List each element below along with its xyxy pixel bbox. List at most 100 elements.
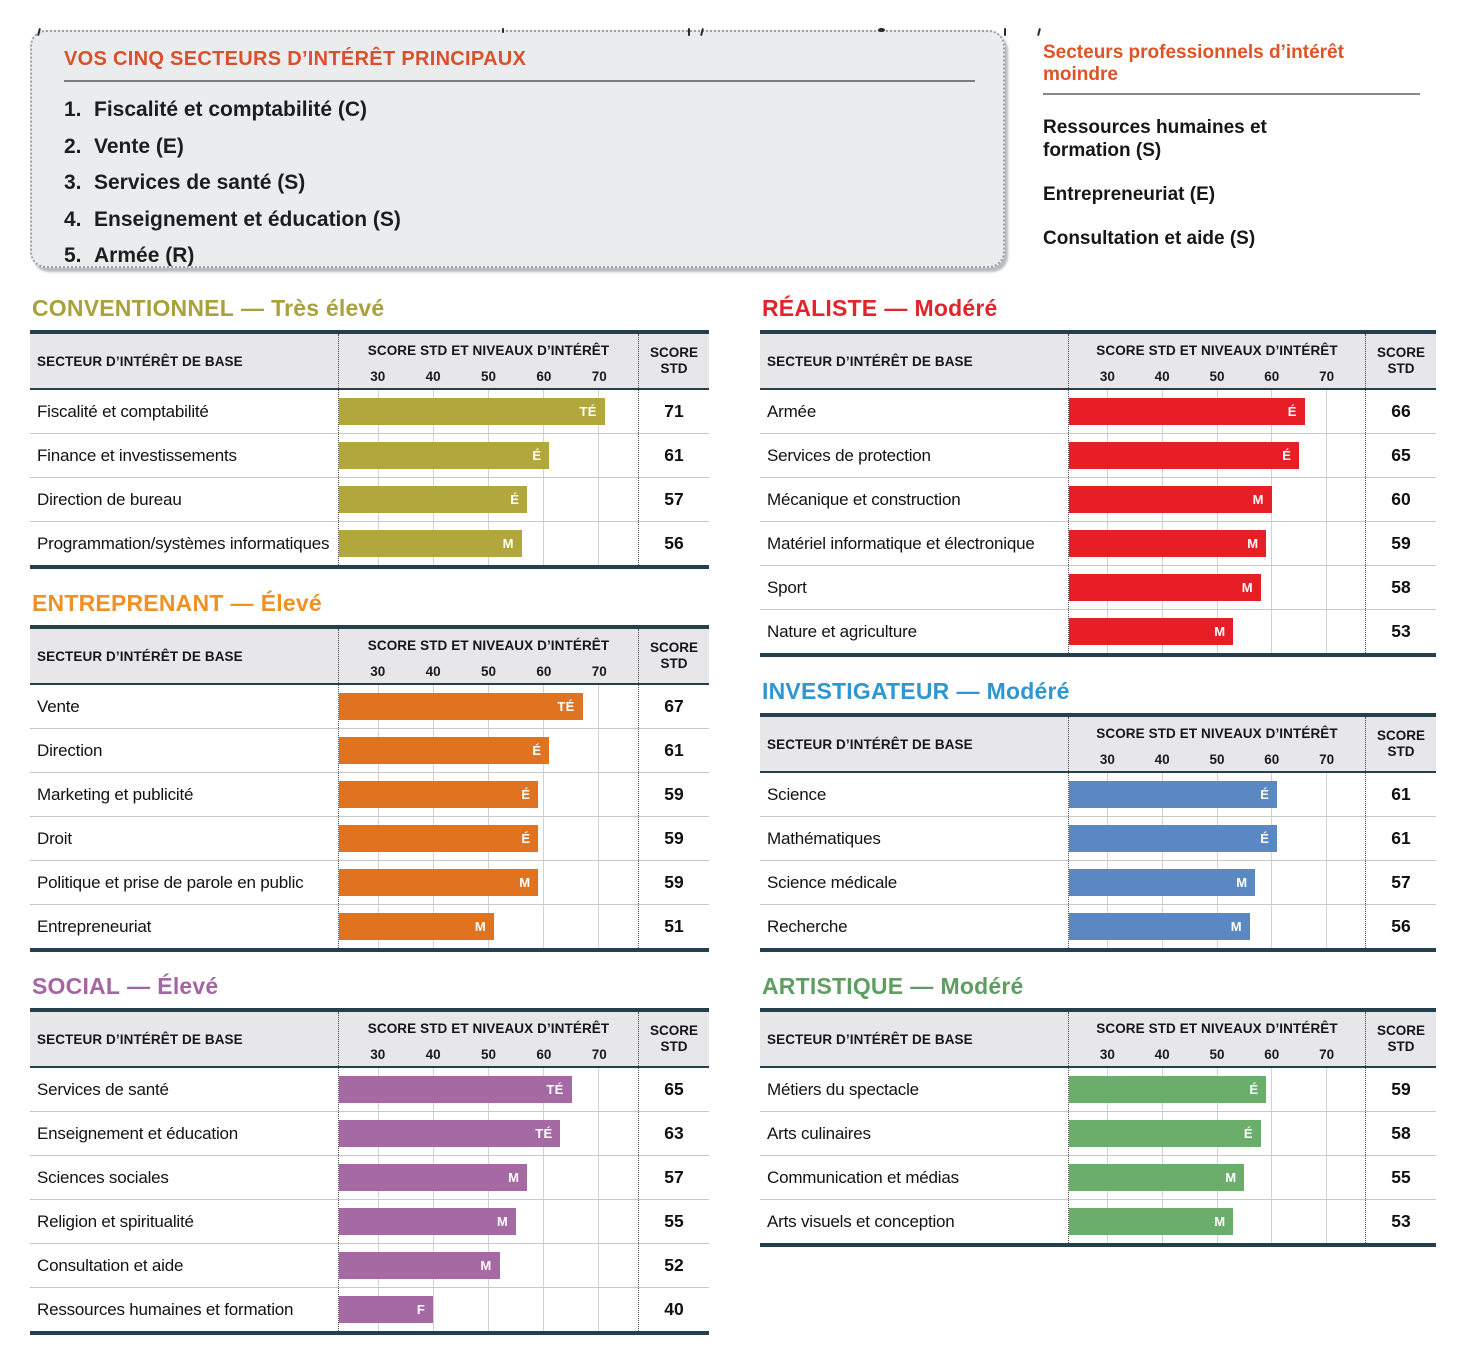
table-row: Science É 61 [760,773,1436,816]
score-header-line1: SCORE [649,344,698,360]
sector-label: Matériel informatique et électronique [767,533,1035,553]
sector-label: Services de protection [767,445,931,465]
table-body: Armée É 66 Services de protection É 65 M… [760,390,1436,653]
table-row: Enseignement et éducation TÉ 63 [30,1111,709,1155]
score-bar: M [339,1208,517,1235]
score-value: 61 [1391,828,1411,848]
section-name: INVESTIGATEUR [762,678,950,704]
sector-label: Sciences sociales [37,1167,169,1187]
section-level-label: Très élevé [271,295,385,321]
score-bar: M [1069,1208,1234,1235]
section-title: RÉALISTE — Modéré [762,295,1436,322]
score-header-line2: STD [1387,744,1415,759]
basic-interest-table: SECTEUR D’INTÉRÊT DE BASE SCORE STD ET N… [760,330,1436,657]
axis-tick-row: 30 40 50 60 70 [339,1047,638,1065]
column-header-score: SCORE STD [639,334,709,388]
lesser-interest-item: Ressources humaines et formation (S) [1043,117,1267,161]
bar-cell: É [1068,1068,1366,1111]
interest-level-code: M [1236,875,1248,890]
interest-level-code: M [519,875,531,890]
basic-interest-table: SECTEUR D’INTÉRÊT DE BASE SCORE STD ET N… [760,713,1436,952]
axis-tick-label: 50 [1209,369,1225,384]
interest-level-code: M [508,1170,520,1185]
bar-cell: M [1068,522,1366,565]
sector-label: Métiers du spectacle [767,1079,919,1099]
column-header-score: SCORE STD [639,1012,709,1066]
score-header-line1: SCORE [1376,1022,1425,1038]
score-bar: É [1069,1076,1267,1103]
score-value: 65 [1391,445,1411,465]
score-bar: É [1069,398,1305,425]
chart-column-title: SCORE STD ET NIVEAUX D’INTÉRÊT [367,343,610,358]
axis-tick-label: 40 [425,369,441,384]
score-header-line2: STD [660,656,688,671]
sector-label: Fiscalité et comptabilité [37,401,209,421]
bar-cell: M [1068,1200,1366,1243]
score-bar: É [1069,442,1300,469]
section-name: CONVENTIONNEL [32,295,234,321]
interest-level-code: É [1282,448,1292,463]
column-header-chart: SCORE STD ET NIVEAUX D’INTÉRÊT 30 40 50 60 7… [338,1012,639,1066]
sector-label: Arts visuels et conception [767,1211,955,1231]
item-number: 4. [64,207,82,231]
section-dash: — [884,295,908,321]
interest-level-code: M [497,1214,509,1229]
axis-tick-label: 70 [591,1047,607,1062]
axis-tick-label: 30 [1099,752,1115,767]
score-bar: É [339,442,550,469]
table-body: Fiscalité et comptabilité TÉ 71 Finance … [30,390,709,565]
axis-tick-label: 60 [536,369,552,384]
axis-tick-row: 30 40 50 60 70 [1069,1047,1365,1065]
axis-tick-label: 30 [370,369,386,384]
item-label: Armée (R) [94,244,195,267]
bar-cell: M [338,1200,639,1243]
sector-label: Consultation et aide [37,1255,184,1275]
score-value: 66 [1391,401,1411,421]
axis-tick-label: 60 [536,1047,552,1062]
item-number: 3. [64,171,82,194]
interest-section: CONVENTIONNEL — Très élevé SECTEUR D’INTÉR… [30,295,709,569]
axis-tick-label: 60 [1264,752,1280,767]
column-header-score: SCORE STD [1366,1012,1436,1066]
interest-level-code: É [1260,787,1270,802]
section-dash: — [910,973,934,999]
section-title: INVESTIGATEUR — Modéré [762,678,1436,705]
bar-cell: M [1068,905,1366,948]
interest-level-code: M [1214,1214,1226,1229]
column-header-chart: SCORE STD ET NIVEAUX D’INTÉRÊT 30 40 50 60 7… [1068,1012,1366,1066]
axis-tick-label: 60 [536,664,552,679]
score-bar: M [1069,530,1267,557]
sector-label: Religion et spiritualité [37,1211,194,1231]
sector-label: Direction [37,740,103,760]
axis-tick-label: 70 [591,664,607,679]
axis-tick-label: 60 [1264,1047,1280,1062]
table-row: Direction de bureau É 57 [30,477,709,521]
table-row: Recherche M 56 [760,904,1436,948]
table-row: Nature et agriculture M 53 [760,609,1436,653]
score-value: 59 [664,828,684,848]
axis-tick-label: 40 [1154,369,1170,384]
table-row: Sciences sociales M 57 [30,1155,709,1199]
bar-cell: É [338,817,639,860]
sector-label: Nature et agriculture [767,621,917,641]
sector-label: Science médicale [767,872,898,892]
interest-level-code: É [521,787,531,802]
table-row: Ressources humaines et formation F 40 [30,1287,709,1331]
table-row: Politique et prise de parole en public M… [30,860,709,904]
lesser-interest-item: Consultation et aide (S) [1043,228,1256,249]
interest-level-code: É [1243,1126,1253,1141]
score-value: 65 [664,1079,684,1099]
score-bar: M [339,1164,528,1191]
column-header-sector: SECTEUR D’INTÉRÊT DE BASE [767,353,973,369]
score-header-line1: SCORE [649,1022,698,1038]
score-value: 61 [664,740,684,760]
section-dash: — [127,973,151,999]
sector-label: Marketing et publicité [37,784,194,804]
interest-level-code: É [1249,1082,1259,1097]
interest-level-code: M [474,919,487,934]
score-bar: É [339,825,539,852]
interest-level-code: É [521,831,531,846]
axis-tick-label: 50 [1209,752,1225,767]
sector-label: Communication et médias [767,1167,959,1187]
score-header-line2: STD [660,1039,688,1054]
